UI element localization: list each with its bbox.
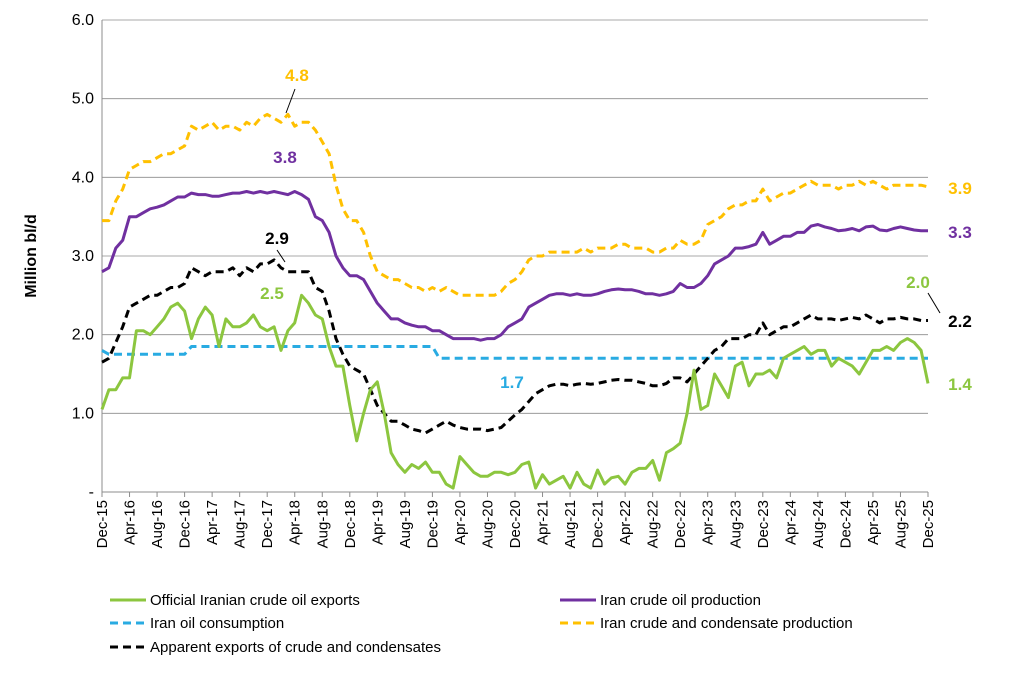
x-tick-label: Apr-18 (287, 500, 304, 545)
annotation: 2.0 (906, 273, 930, 292)
x-tick-label: Dec-15 (94, 500, 111, 548)
x-tick-label: Aug-20 (479, 500, 496, 548)
x-tick-label: Aug-21 (562, 500, 579, 548)
legend-label: Official Iranian crude oil exports (150, 592, 360, 609)
x-tick-label: Apr-21 (535, 500, 552, 545)
legend-label: Iran crude oil production (600, 592, 761, 609)
x-tick-label: Aug-22 (645, 500, 662, 548)
x-tick-label: Dec-25 (920, 500, 937, 548)
annotation: 2.2 (948, 312, 972, 331)
series-line (101, 258, 928, 435)
x-tick-label: Dec-22 (672, 500, 689, 548)
annotation-leader (276, 249, 286, 263)
annotation: 3.9 (948, 179, 972, 198)
y-axis-title: Million bl/d (23, 214, 40, 298)
annotation: 3.8 (273, 148, 297, 167)
x-tick-label: Dec-18 (342, 500, 359, 548)
series-line (102, 112, 929, 297)
y-tick-label: 5.0 (72, 91, 94, 108)
x-tick-label: Dec-24 (837, 500, 854, 548)
series-line (101, 190, 928, 342)
x-tick-label: Dec-23 (755, 500, 772, 548)
legend-label: Apparent exports of crude and condensate… (150, 639, 441, 656)
x-tick-label: Dec-20 (507, 500, 524, 548)
annotation-leader (285, 88, 296, 114)
x-tick-label: Apr-23 (700, 500, 717, 545)
annotation: 4.8 (285, 66, 309, 85)
x-tick-label: Apr-24 (782, 500, 799, 545)
x-tick-label: Apr-17 (204, 500, 221, 545)
x-tick-label: Aug-25 (892, 500, 909, 548)
x-tick-label: Dec-17 (259, 500, 276, 548)
x-tick-label: Dec-16 (177, 500, 194, 548)
annotation-leader (927, 292, 941, 314)
legend-label: Iran oil consumption (150, 615, 284, 632)
x-tick-label: Aug-16 (149, 500, 166, 548)
y-tick-label: 6.0 (72, 12, 94, 29)
y-tick-label: 3.0 (72, 248, 94, 265)
x-tick-label: Apr-16 (122, 500, 139, 545)
y-tick-label: 2.0 (72, 327, 94, 344)
x-tick-label: Aug-23 (727, 500, 744, 548)
y-tick-label: - (89, 484, 94, 501)
x-tick-label: Aug-24 (810, 500, 827, 548)
x-tick-label: Apr-19 (369, 500, 386, 545)
x-tick-label: Dec-21 (590, 500, 607, 548)
series-line (100, 293, 930, 490)
x-tick-label: Apr-25 (865, 500, 882, 545)
x-tick-label: Apr-22 (617, 500, 634, 545)
x-tick-label: Aug-19 (397, 500, 414, 548)
x-tick-label: Aug-17 (232, 500, 249, 548)
annotation: 3.3 (948, 223, 972, 242)
x-tick-label: Dec-19 (424, 500, 441, 548)
legend-label: Iran crude and condensate production (600, 615, 853, 632)
x-tick-label: Aug-18 (314, 500, 331, 548)
y-tick-label: 4.0 (72, 169, 94, 186)
annotation: 1.4 (948, 375, 972, 394)
y-tick-label: 1.0 (72, 405, 94, 422)
annotation: 2.9 (265, 229, 289, 248)
annotation: 1.7 (500, 373, 524, 392)
x-tick-label: Apr-20 (452, 500, 469, 545)
annotation: 2.5 (260, 284, 284, 303)
